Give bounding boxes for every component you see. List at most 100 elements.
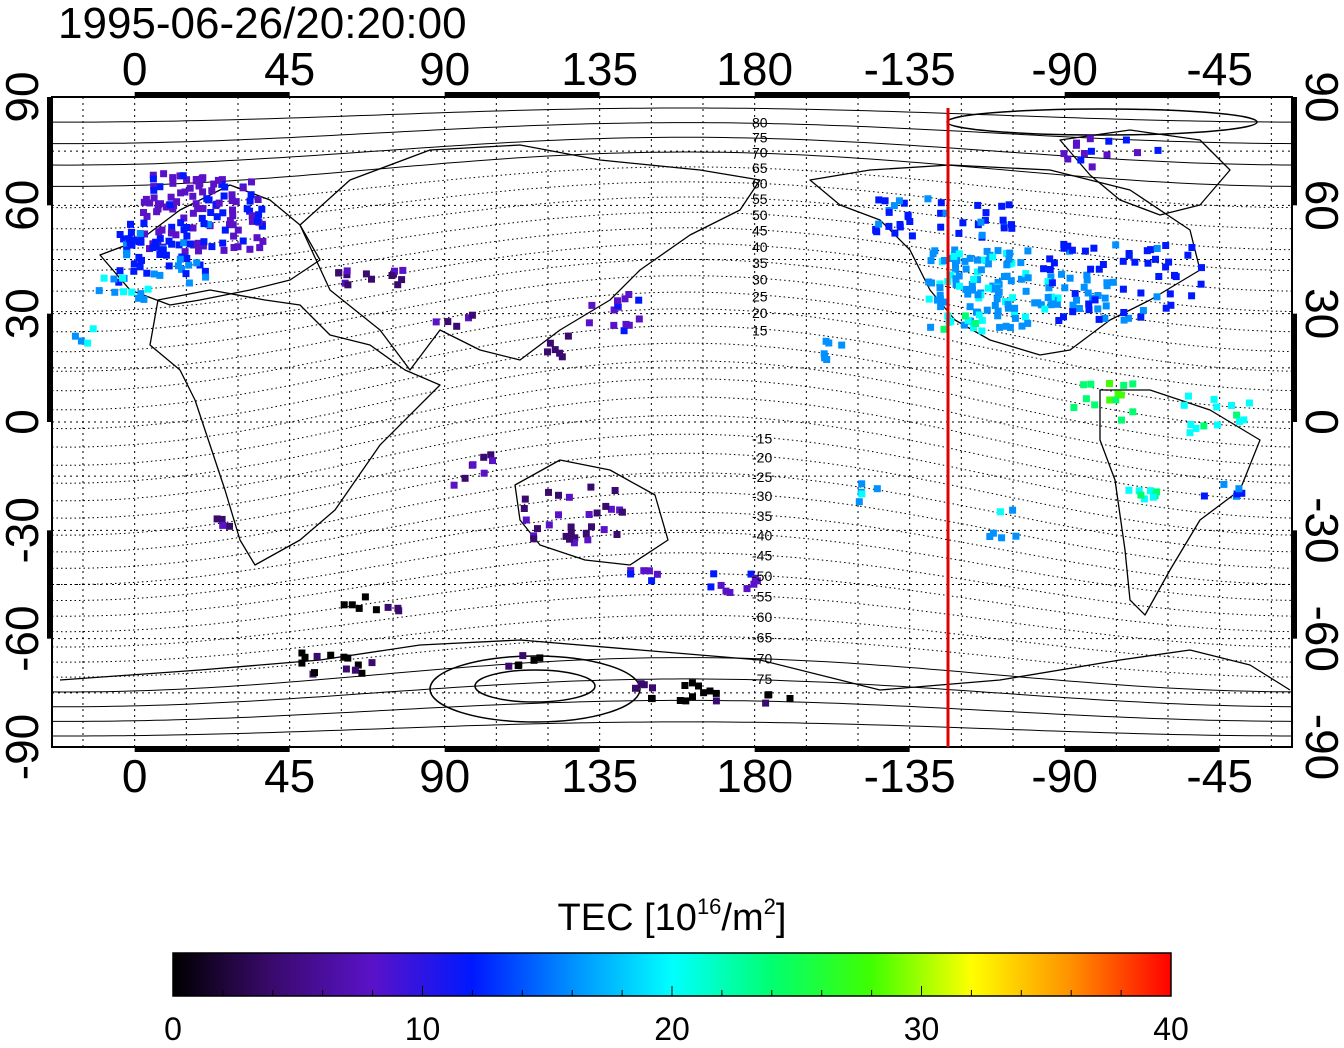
tec-sample xyxy=(230,232,238,240)
tec-sample xyxy=(582,529,590,537)
tec-sample xyxy=(1034,299,1042,307)
tec-sample xyxy=(1245,399,1253,407)
tec-sample xyxy=(682,697,690,705)
tec-sample xyxy=(1002,322,1010,330)
tec-sample xyxy=(969,286,976,294)
tec-sample xyxy=(1024,274,1032,282)
tec-sample xyxy=(183,176,191,184)
tec-sample xyxy=(998,534,1006,542)
tec-sample xyxy=(213,515,221,523)
tec-sample xyxy=(534,525,541,533)
tec-sample xyxy=(1131,258,1139,266)
tec-sample xyxy=(239,237,247,245)
tec-sample xyxy=(229,221,237,229)
tec-sample xyxy=(156,271,164,279)
tec-sample xyxy=(983,306,991,314)
colorbar: TEC [1016/m2] 0 10 20 30 40 xyxy=(164,894,1189,1047)
tec-sample xyxy=(167,229,175,237)
tec-sample xyxy=(983,247,991,255)
tec-sample xyxy=(180,239,188,247)
tec-sample xyxy=(394,604,402,612)
tec-sample xyxy=(362,270,370,278)
tec-sample xyxy=(1090,244,1098,252)
tec-sample xyxy=(136,230,144,237)
tec-sample xyxy=(927,323,935,331)
tec-sample xyxy=(1210,395,1218,403)
tec-sample xyxy=(972,320,980,327)
tec-sample xyxy=(213,213,221,221)
tec-sample xyxy=(1004,304,1012,312)
left-axis-bar xyxy=(47,313,52,422)
mlat-contour xyxy=(51,593,1293,648)
tec-sample xyxy=(762,699,770,707)
tec-sample xyxy=(1011,304,1019,312)
tec-sample xyxy=(614,297,621,305)
tec-sample xyxy=(995,288,1003,296)
tec-sample xyxy=(172,231,180,239)
mlat-contour xyxy=(52,491,1293,569)
tec-sample xyxy=(952,275,960,283)
tec-sample xyxy=(489,457,496,465)
tec-sample xyxy=(1069,308,1077,316)
tec-sample xyxy=(1091,296,1099,304)
tec-sample xyxy=(981,216,989,224)
tec-sample xyxy=(298,649,306,657)
tec-sample xyxy=(146,245,153,253)
right-axis-bar xyxy=(1292,530,1297,639)
tec-sample xyxy=(1200,422,1208,430)
tec-sample xyxy=(259,237,267,245)
tec-sample xyxy=(1047,301,1055,309)
tec-sample xyxy=(254,196,262,203)
tec-sample xyxy=(620,327,628,335)
tec-sample xyxy=(955,250,963,258)
tec-sample xyxy=(1105,137,1113,145)
tec-sample xyxy=(751,574,759,582)
left-axis-bar xyxy=(47,530,52,639)
tec-sample xyxy=(215,199,223,207)
tec-sample xyxy=(186,240,194,248)
tec-sample xyxy=(544,348,551,356)
tec-sample xyxy=(607,505,615,513)
tec-sample xyxy=(178,265,186,273)
magnetic-latitude-contours xyxy=(51,107,1293,737)
tec-sample xyxy=(119,274,126,282)
tec-sample xyxy=(152,243,160,250)
tec-sample xyxy=(925,295,933,303)
tec-sample xyxy=(505,662,513,670)
tec-sample xyxy=(627,570,635,578)
tec-sample xyxy=(984,284,992,292)
tec-sample xyxy=(688,679,696,687)
tec-sample xyxy=(189,224,197,232)
bottom-axis-bar xyxy=(444,747,600,752)
tec-sample xyxy=(588,301,596,309)
tec-sample xyxy=(256,244,264,252)
tec-sample xyxy=(648,695,656,703)
tec-sample xyxy=(468,311,476,319)
top-lon-tick-label: -135 xyxy=(864,43,956,95)
tec-sample xyxy=(996,323,1004,331)
contour-label: -60 xyxy=(752,609,772,625)
tec-sample xyxy=(228,197,236,204)
tec-sample xyxy=(1046,266,1054,273)
left-lat-tick-label: -30 xyxy=(0,497,48,563)
tec-sample xyxy=(1053,300,1061,308)
tec-sample xyxy=(978,256,986,264)
tec-sample xyxy=(873,228,881,236)
tec-sample xyxy=(587,483,595,491)
map-axes: 0 45 90 135 180 -135 -90 -450 45 90 135 180 -135 -90-… xyxy=(0,43,1344,802)
tec-sample xyxy=(1129,380,1137,388)
tec-sample xyxy=(226,522,233,530)
tec-sample xyxy=(1165,258,1173,266)
tec-sample xyxy=(247,191,255,199)
tec-sample xyxy=(394,281,402,289)
tec-sample xyxy=(707,583,715,591)
tec-sample xyxy=(173,198,181,206)
tec-sample xyxy=(722,587,730,595)
tec-sample xyxy=(530,656,538,664)
mlat-contour xyxy=(51,572,1293,633)
tec-sample xyxy=(961,312,969,320)
mlat-contour xyxy=(52,721,1292,737)
tec-sample xyxy=(1153,245,1161,252)
tec-sample xyxy=(130,236,138,244)
tec-sample xyxy=(214,176,222,184)
